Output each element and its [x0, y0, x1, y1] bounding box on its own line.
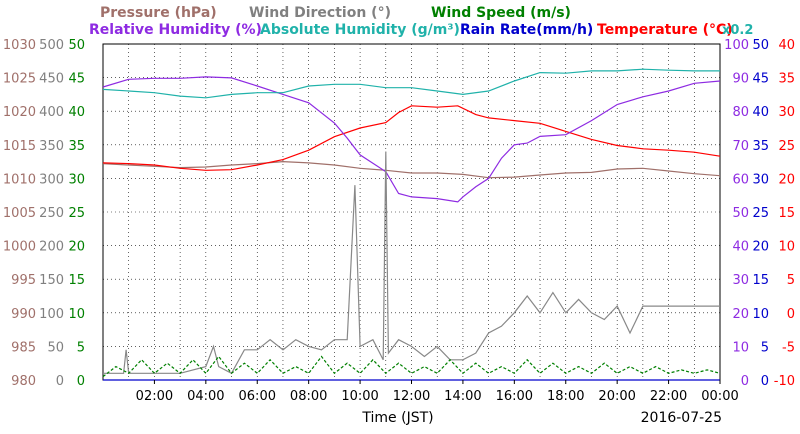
wind-speed-tick-label: 5 [77, 340, 85, 355]
series-wind-speed-line [102, 355, 721, 378]
x-tick-label: 18:00 [547, 389, 584, 404]
legend-abs-humidity-scale: x0.2 [722, 23, 753, 38]
pressure-tick-label: 990 [11, 307, 36, 322]
rain-rate-tick-label: 50 [752, 38, 769, 53]
rain-rate-tick-label: 0 [761, 374, 769, 389]
x-tick-label: 20:00 [598, 389, 635, 404]
x-tick-label: 04:00 [187, 389, 224, 404]
wind-direction-tick-label: 100 [39, 307, 64, 322]
legend-pressure: Pressure (hPa) [100, 5, 217, 21]
plot-grid [103, 44, 720, 380]
pressure-tick-label: 980 [11, 374, 36, 389]
wind-speed-tick-label: 35 [68, 139, 85, 154]
legend-wind-direction: Wind Direction (°) [249, 5, 391, 21]
wind-speed-tick-label: 15 [68, 273, 85, 288]
wind-direction-tick-label: 350 [39, 139, 64, 154]
temperature-tick-label: 10 [778, 240, 795, 255]
relative-humidity-tick-label: 50 [732, 206, 749, 221]
rain-rate-tick-label: 5 [761, 340, 769, 355]
pressure-tick-label: 1025 [3, 72, 36, 87]
wind-direction-tick-label: 200 [39, 240, 64, 255]
wind-speed-tick-label: 25 [68, 206, 85, 221]
temperature-tick-label: 5 [787, 273, 795, 288]
temperature-tick-label: 20 [778, 172, 795, 187]
rain-rate-tick-label: 40 [752, 105, 769, 120]
rain-rate-tick-label: 20 [752, 240, 769, 255]
x-tick-label: 16:00 [496, 389, 533, 404]
x-axis-ticks: 02:00 04:00 06:00 08:00 10:00 12:00 14:00 16:00… [136, 380, 739, 404]
legend-temperature: Temperature (°C) [597, 22, 733, 38]
rain-rate-tick-label: 30 [752, 172, 769, 187]
chart-date: 2016-07-25 [641, 410, 722, 426]
wind-direction-tick-label: 50 [47, 340, 64, 355]
x-tick-label: 22:00 [650, 389, 687, 404]
wind-direction-tick-label: 0 [56, 374, 64, 389]
relative-humidity-tick-label: 70 [732, 139, 749, 154]
relative-humidity-tick-label: 60 [732, 172, 749, 187]
x-tick-label: 08:00 [290, 389, 327, 404]
pressure-tick-label: 985 [11, 340, 36, 355]
series-relative-humidity-line [102, 76, 721, 203]
rain-rate-tick-label: 45 [752, 72, 769, 87]
relative-humidity-tick-label: 0 [741, 374, 749, 389]
left-axis-ticks: 9809859909951000100510101015102010251030… [3, 38, 85, 389]
wind-speed-tick-label: 30 [68, 172, 85, 187]
wind-direction-tick-label: 450 [39, 72, 64, 87]
wind-speed-tick-label: 20 [68, 240, 85, 255]
relative-humidity-tick-label: 10 [732, 340, 749, 355]
x-tick-label: 10:00 [341, 389, 378, 404]
relative-humidity-tick-label: 100 [724, 38, 749, 53]
wind-speed-tick-label: 40 [68, 105, 85, 120]
temperature-tick-label: 25 [778, 139, 795, 154]
relative-humidity-tick-label: 80 [732, 105, 749, 120]
x-tick-label: 00:00 [701, 389, 738, 404]
temperature-tick-label: -10 [774, 374, 795, 389]
pressure-tick-label: 995 [11, 273, 36, 288]
temperature-tick-label: 0 [787, 307, 795, 322]
temperature-tick-label: -5 [782, 340, 795, 355]
pressure-tick-label: 1015 [3, 139, 36, 154]
pressure-tick-label: 1000 [3, 240, 36, 255]
legend-wind-speed: Wind Speed (m/s) [431, 5, 571, 21]
right-axis-ticks: 0102030405060708090100051015202530354045… [724, 38, 795, 389]
series-temperature-line [102, 105, 721, 171]
pressure-tick-label: 1010 [3, 172, 36, 187]
wind-speed-tick-label: 0 [77, 374, 85, 389]
x-tick-label: 02:00 [136, 389, 173, 404]
wind-direction-tick-label: 400 [39, 105, 64, 120]
x-tick-label: 06:00 [239, 389, 276, 404]
legend-relative-humidity: Relative Humidity (%) [89, 22, 262, 38]
relative-humidity-tick-label: 30 [732, 273, 749, 288]
wind-speed-tick-label: 50 [68, 38, 85, 53]
x-axis-label: Time (JST) [361, 410, 433, 426]
wind-direction-tick-label: 150 [39, 273, 64, 288]
series-wind-direction-line [103, 151, 720, 375]
pressure-tick-label: 1020 [3, 105, 36, 120]
rain-rate-tick-label: 35 [752, 139, 769, 154]
series-pressure-line [102, 160, 721, 179]
rain-rate-tick-label: 10 [752, 307, 769, 322]
relative-humidity-tick-label: 40 [732, 240, 749, 255]
wind-direction-tick-label: 250 [39, 206, 64, 221]
temperature-tick-label: 15 [778, 206, 795, 221]
wind-speed-tick-label: 10 [68, 307, 85, 322]
legend-absolute-humidity: Absolute Humidity (g/m³) [260, 22, 460, 38]
temperature-tick-label: 35 [778, 72, 795, 87]
temperature-tick-label: 40 [778, 38, 795, 53]
rain-rate-tick-label: 15 [752, 273, 769, 288]
wind-direction-tick-label: 500 [39, 38, 64, 53]
x-tick-label: 12:00 [393, 389, 430, 404]
wind-direction-tick-label: 300 [39, 172, 64, 187]
relative-humidity-tick-label: 20 [732, 307, 749, 322]
wind-speed-tick-label: 45 [68, 72, 85, 87]
pressure-tick-label: 1030 [3, 38, 36, 53]
temperature-tick-label: 30 [778, 105, 795, 120]
x-tick-label: 14:00 [444, 389, 481, 404]
rain-rate-tick-label: 25 [752, 206, 769, 221]
legend-rain-rate: Rain Rate(mm/h) [460, 22, 593, 38]
series-absolute-humidity-line [102, 68, 720, 99]
relative-humidity-tick-label: 90 [732, 72, 749, 87]
pressure-tick-label: 1005 [3, 206, 36, 221]
